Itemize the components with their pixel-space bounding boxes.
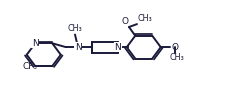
Text: N: N	[32, 39, 38, 48]
Text: O: O	[121, 17, 128, 26]
Text: N: N	[114, 43, 121, 52]
Text: CH₃: CH₃	[68, 24, 82, 33]
Text: CF₃: CF₃	[22, 62, 38, 71]
Text: CH₃: CH₃	[138, 14, 152, 23]
Text: O: O	[171, 43, 178, 52]
Text: CH₃: CH₃	[170, 53, 184, 62]
Text: N: N	[74, 43, 82, 52]
